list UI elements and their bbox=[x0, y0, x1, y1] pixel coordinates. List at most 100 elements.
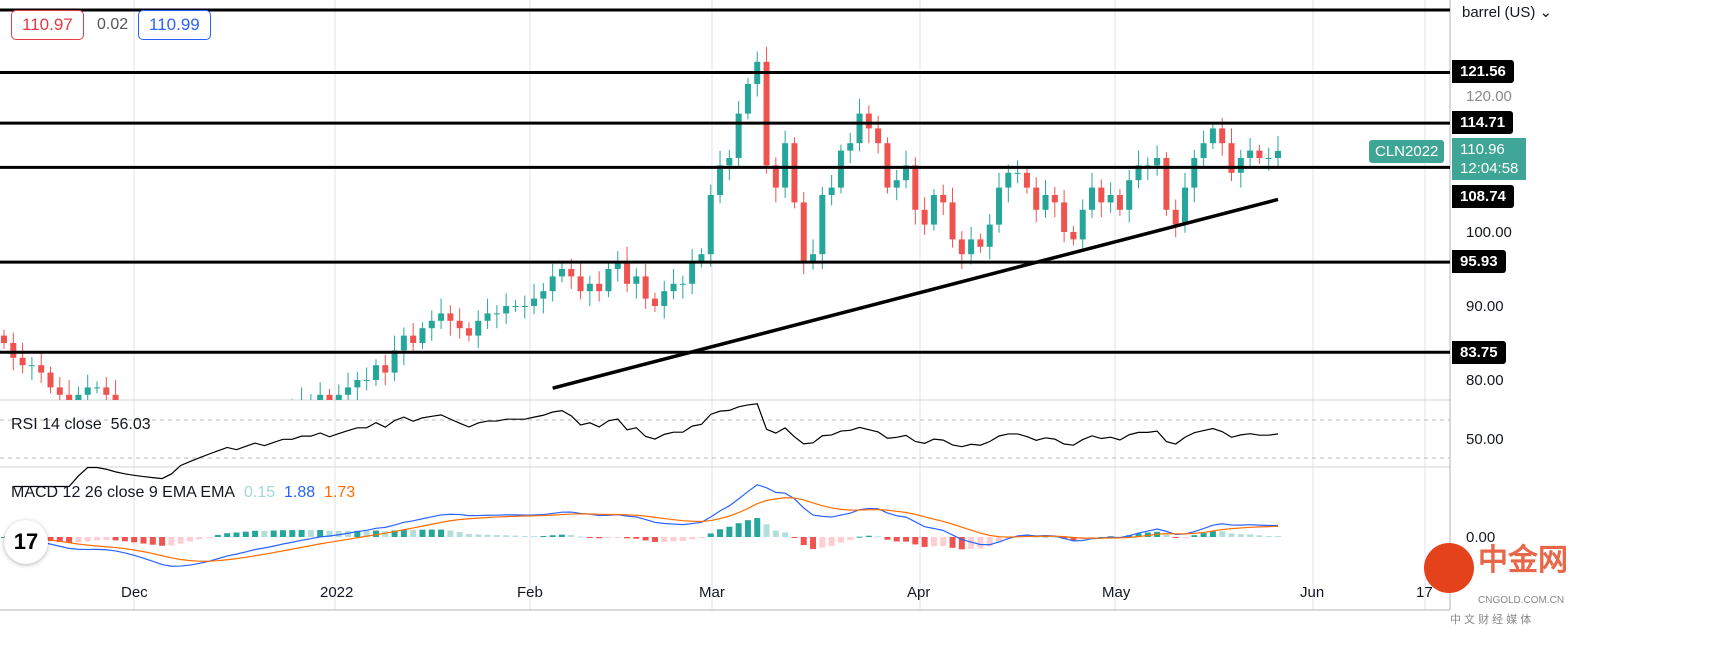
macd-histogram-bar bbox=[307, 530, 314, 537]
candle-body bbox=[614, 261, 621, 269]
macd-histogram-bar bbox=[1219, 531, 1226, 537]
candle-body bbox=[410, 335, 417, 343]
candle-body bbox=[252, 417, 258, 424]
candle-body bbox=[651, 298, 658, 306]
level-tag: 108.74 bbox=[1452, 185, 1514, 208]
candle-body bbox=[949, 202, 956, 240]
macd-histogram-bar bbox=[800, 537, 807, 546]
candle-body bbox=[345, 387, 352, 395]
macd-histogram-bar bbox=[168, 537, 175, 546]
candle-body bbox=[549, 276, 556, 292]
time-tick: Apr bbox=[907, 584, 931, 601]
candle-body bbox=[10, 343, 17, 358]
macd-histogram-bar bbox=[1275, 536, 1281, 538]
time-tick: 17 bbox=[1416, 584, 1433, 601]
candle-body bbox=[1191, 158, 1198, 188]
candle-body bbox=[484, 313, 491, 321]
macd-histogram-bar bbox=[186, 537, 193, 542]
horizontal-levels bbox=[0, 8, 1450, 354]
candle-body bbox=[1182, 187, 1189, 225]
candle-body bbox=[1042, 195, 1049, 210]
rsi-legend: RSI 14 close 56.03 bbox=[11, 416, 151, 434]
candle-body bbox=[605, 269, 612, 292]
macd-histogram-bar bbox=[465, 533, 472, 537]
macd-histogram-bar bbox=[949, 537, 956, 548]
macd-histogram-bar bbox=[335, 530, 342, 537]
macd-histogram-bar bbox=[354, 530, 361, 537]
candle-body bbox=[335, 394, 342, 400]
macd-histogram-bar bbox=[391, 530, 398, 537]
candle-body bbox=[465, 328, 472, 336]
macd-histogram-bar bbox=[47, 537, 54, 542]
macd-histogram-bar bbox=[410, 529, 417, 537]
macd-histogram-bar bbox=[903, 537, 910, 542]
macd-histogram-bar bbox=[893, 537, 900, 542]
candle-body bbox=[215, 432, 221, 439]
macd-histogram-bar bbox=[112, 537, 119, 541]
unit-selector[interactable]: barrel (US) ⌄ bbox=[1462, 3, 1552, 21]
tradingview-logo[interactable]: 17 bbox=[4, 520, 48, 564]
macd-histogram-bar bbox=[93, 537, 100, 541]
macd-histogram-bar bbox=[289, 530, 296, 537]
macd-histogram bbox=[1, 518, 1281, 550]
macd-histogram-bar bbox=[996, 537, 1003, 543]
candle-body bbox=[178, 461, 184, 476]
macd-histogram-bar bbox=[1200, 533, 1207, 537]
macd-histogram-bar bbox=[977, 537, 984, 549]
level-tag: 95.93 bbox=[1452, 250, 1506, 273]
macd-histogram-bar bbox=[261, 530, 268, 537]
macd-histogram-bar bbox=[865, 535, 872, 537]
macd-histogram-bar bbox=[819, 537, 826, 548]
macd-histogram-bar bbox=[214, 535, 221, 537]
candle-body bbox=[940, 195, 947, 203]
last-price-tag: 110.96 12:04:58 bbox=[1452, 138, 1527, 180]
candle-body bbox=[447, 313, 454, 321]
unit-label: barrel (US) bbox=[1462, 4, 1536, 21]
macd-histogram-bar bbox=[828, 537, 835, 547]
macd-histogram-bar bbox=[372, 530, 379, 537]
macd-histogram-bar bbox=[438, 529, 445, 537]
candle-body bbox=[1265, 158, 1272, 159]
candle-body bbox=[596, 283, 603, 292]
macd-histogram-bar bbox=[252, 530, 259, 537]
candle-body bbox=[996, 187, 1003, 225]
macd-histogram-bar bbox=[1256, 535, 1263, 537]
candle-body bbox=[912, 165, 919, 210]
candle-body bbox=[1033, 187, 1040, 210]
macd-histogram-bar bbox=[568, 535, 575, 537]
macd-histogram-bar bbox=[642, 537, 649, 541]
macd-histogram-bar bbox=[810, 537, 817, 550]
candle-body bbox=[689, 261, 696, 284]
macd-histogram-bar bbox=[298, 529, 305, 537]
macd-histogram-bar bbox=[1135, 533, 1142, 537]
candle-body bbox=[977, 239, 984, 247]
bid-price[interactable]: 110.97 bbox=[11, 10, 84, 40]
candle-body bbox=[363, 380, 370, 381]
macd-histogram-bar bbox=[726, 526, 733, 537]
level-tag: 114.71 bbox=[1452, 111, 1514, 134]
candle-body bbox=[1237, 158, 1244, 173]
macd-histogram-bar bbox=[140, 537, 147, 544]
candle-body bbox=[93, 387, 100, 389]
candle-body bbox=[1200, 143, 1207, 158]
price-tick: 120.00 bbox=[1466, 88, 1512, 105]
candle-body bbox=[261, 417, 267, 424]
macd-histogram-bar bbox=[84, 537, 91, 542]
macd-histogram-bar bbox=[196, 537, 203, 540]
trendline[interactable] bbox=[552, 197, 1279, 390]
candle-body bbox=[1209, 128, 1216, 144]
price-tick: 100.00 bbox=[1466, 224, 1512, 241]
macd-histogram-bar bbox=[1172, 537, 1179, 538]
macd-histogram-bar bbox=[493, 535, 500, 537]
macd-histogram-bar bbox=[679, 537, 686, 541]
time-tick: Mar bbox=[699, 584, 725, 601]
ask-price[interactable]: 110.99 bbox=[138, 10, 211, 40]
candle-body bbox=[66, 394, 73, 400]
candle-body bbox=[828, 187, 835, 195]
macd-hist-value: 0.15 bbox=[243, 484, 276, 501]
macd-histogram-bar bbox=[512, 535, 519, 537]
macd-histogram-bar bbox=[856, 536, 863, 538]
macd-histogram-bar bbox=[847, 537, 854, 541]
macd-histogram-bar bbox=[456, 532, 463, 537]
